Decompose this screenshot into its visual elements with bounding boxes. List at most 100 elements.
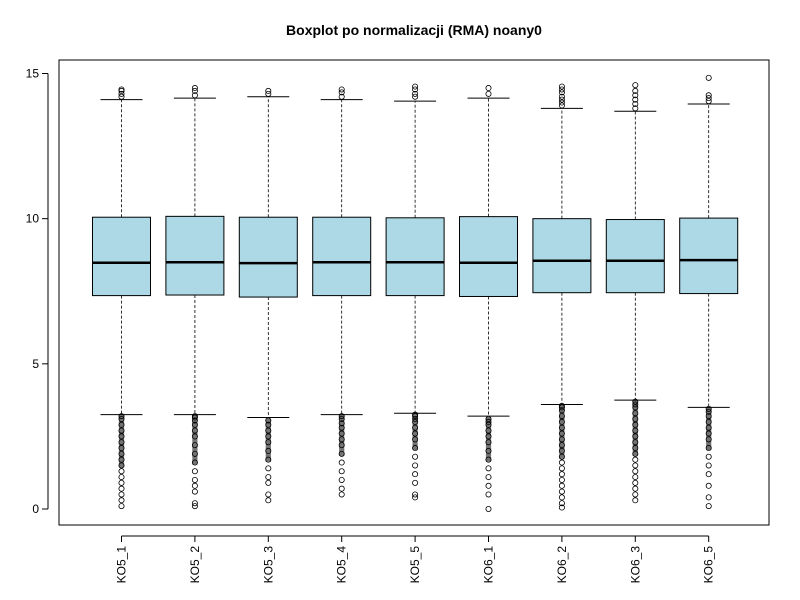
outlier-point	[118, 485, 125, 492]
box-iqr	[312, 216, 372, 297]
outlier-point	[632, 491, 639, 498]
outlier-point	[412, 462, 419, 469]
outlier-point	[338, 93, 345, 100]
box-KO5_1	[92, 86, 151, 510]
box-iqr	[92, 216, 151, 297]
outlier-point	[632, 82, 639, 89]
outlier-point	[705, 95, 712, 102]
outlier-dense-band	[339, 414, 345, 456]
outlier-point	[485, 85, 492, 92]
box-iqr	[679, 217, 739, 295]
outlier-point	[705, 98, 712, 105]
x-tick-label: KO5_3	[261, 546, 275, 584]
outlier-point	[118, 479, 125, 486]
outlier-dense-band	[265, 418, 271, 462]
outlier-point	[118, 468, 125, 475]
x-tick-label: KO5_5	[408, 546, 422, 584]
box-KO6_1	[459, 85, 518, 512]
outlier-point	[118, 491, 125, 498]
x-tick-label: KO6_3	[628, 546, 642, 584]
box-iqr	[605, 219, 665, 294]
outlier-point	[705, 494, 712, 501]
outlier-dense-band	[118, 414, 125, 468]
outlier-point	[338, 491, 345, 498]
x-tick-label: KO5_4	[335, 546, 349, 584]
plot-frame	[58, 59, 770, 526]
outlier-dense-band	[559, 403, 565, 459]
outlier-point	[118, 503, 125, 510]
outlier-point	[705, 462, 712, 469]
outlier-point	[118, 90, 125, 97]
outlier-point	[412, 491, 419, 498]
box-KO6_5	[679, 74, 739, 510]
outlier-point	[632, 462, 639, 469]
x-tick-label: KO6_2	[555, 546, 569, 584]
outlier-dense-band	[632, 399, 638, 456]
outlier-point	[632, 474, 639, 481]
y-axis: 0 5 10 15	[26, 67, 49, 516]
box-KO5_4	[312, 86, 372, 498]
outlier-point	[558, 99, 565, 106]
outlier-point	[558, 471, 565, 478]
outlier-point	[338, 459, 345, 466]
box-KO5_3	[238, 87, 298, 504]
outlier-point	[705, 453, 712, 460]
outlier-point	[705, 482, 712, 489]
outlier-point	[412, 471, 419, 478]
outlier-point	[265, 479, 272, 486]
outlier-point	[558, 102, 565, 109]
outlier-point	[338, 476, 345, 483]
outlier-point	[412, 90, 419, 97]
outlier-point	[412, 494, 419, 501]
outlier-point	[558, 83, 565, 90]
outlier-point	[632, 485, 639, 492]
outlier-point	[558, 86, 565, 93]
outlier-point	[558, 482, 565, 489]
outlier-point	[338, 89, 345, 96]
outlier-dense-band	[412, 412, 418, 451]
outlier-point	[558, 89, 565, 96]
outlier-point	[338, 485, 345, 492]
box-KO5_5	[385, 83, 445, 501]
outlier-point	[705, 74, 712, 81]
outlier-point	[632, 456, 639, 463]
box-KO6_3	[605, 82, 665, 504]
outlier-point	[485, 505, 492, 512]
box-iqr	[385, 217, 445, 297]
box-iqr	[165, 215, 225, 296]
x-tick-label: KO6_5	[702, 546, 716, 584]
outlier-point	[485, 90, 492, 97]
box-KO5_2	[165, 85, 225, 510]
outlier-point	[632, 92, 639, 99]
outlier-point	[705, 92, 712, 99]
outlier-point	[265, 491, 272, 498]
box-iqr	[238, 216, 298, 298]
outlier-point	[485, 474, 492, 481]
outlier-point	[338, 86, 345, 93]
outlier-point	[558, 500, 565, 507]
outlier-point	[191, 482, 198, 489]
outlier-point	[485, 482, 492, 489]
outlier-point	[118, 86, 125, 93]
outlier-point	[632, 497, 639, 504]
outlier-point	[338, 468, 345, 475]
outlier-point	[191, 468, 198, 475]
outlier-point	[705, 471, 712, 478]
outlier-dense-band	[485, 416, 492, 462]
y-tick-label: 15	[26, 67, 40, 81]
outlier-point	[191, 503, 198, 510]
outlier-point	[265, 90, 272, 97]
outlier-point	[191, 92, 198, 99]
outlier-point	[632, 96, 639, 103]
outlier-point	[558, 504, 565, 511]
outlier-point	[632, 468, 639, 475]
outlier-point	[118, 93, 125, 100]
outlier-point	[705, 503, 712, 510]
outlier-point	[118, 474, 125, 481]
box-iqr	[459, 216, 518, 297]
outlier-point	[632, 100, 639, 107]
outlier-point	[118, 497, 125, 504]
y-tick-label: 5	[32, 357, 39, 371]
outlier-point	[191, 87, 198, 94]
